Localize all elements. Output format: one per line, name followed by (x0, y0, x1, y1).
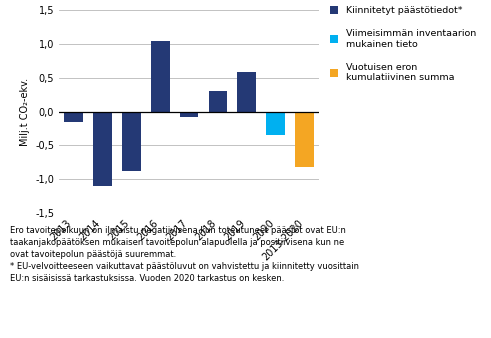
Bar (64, 112, 83, 122)
Bar (295, 112, 314, 167)
Legend: Kiinnitetyt päästötiedot*, Viimeisimmän inventaarion
mukainen tieto, Vuotuisen e: Kiinnitetyt päästötiedot*, Viimeisimmän … (329, 6, 476, 82)
Text: Ero tavoitepolkuun on ilmaistu negatiivisena kun toteutuneet päästöt ovat EU:n
t: Ero tavoitepolkuun on ilmaistu negatiivi… (10, 226, 359, 283)
Bar (180, 112, 198, 117)
Bar (209, 91, 227, 112)
Y-axis label: Milj.t CO₂-ekv.: Milj.t CO₂-ekv. (20, 77, 29, 146)
Bar (151, 41, 169, 112)
Bar (93, 112, 111, 186)
Bar (267, 112, 285, 135)
Bar (238, 72, 256, 112)
Bar (122, 112, 140, 171)
